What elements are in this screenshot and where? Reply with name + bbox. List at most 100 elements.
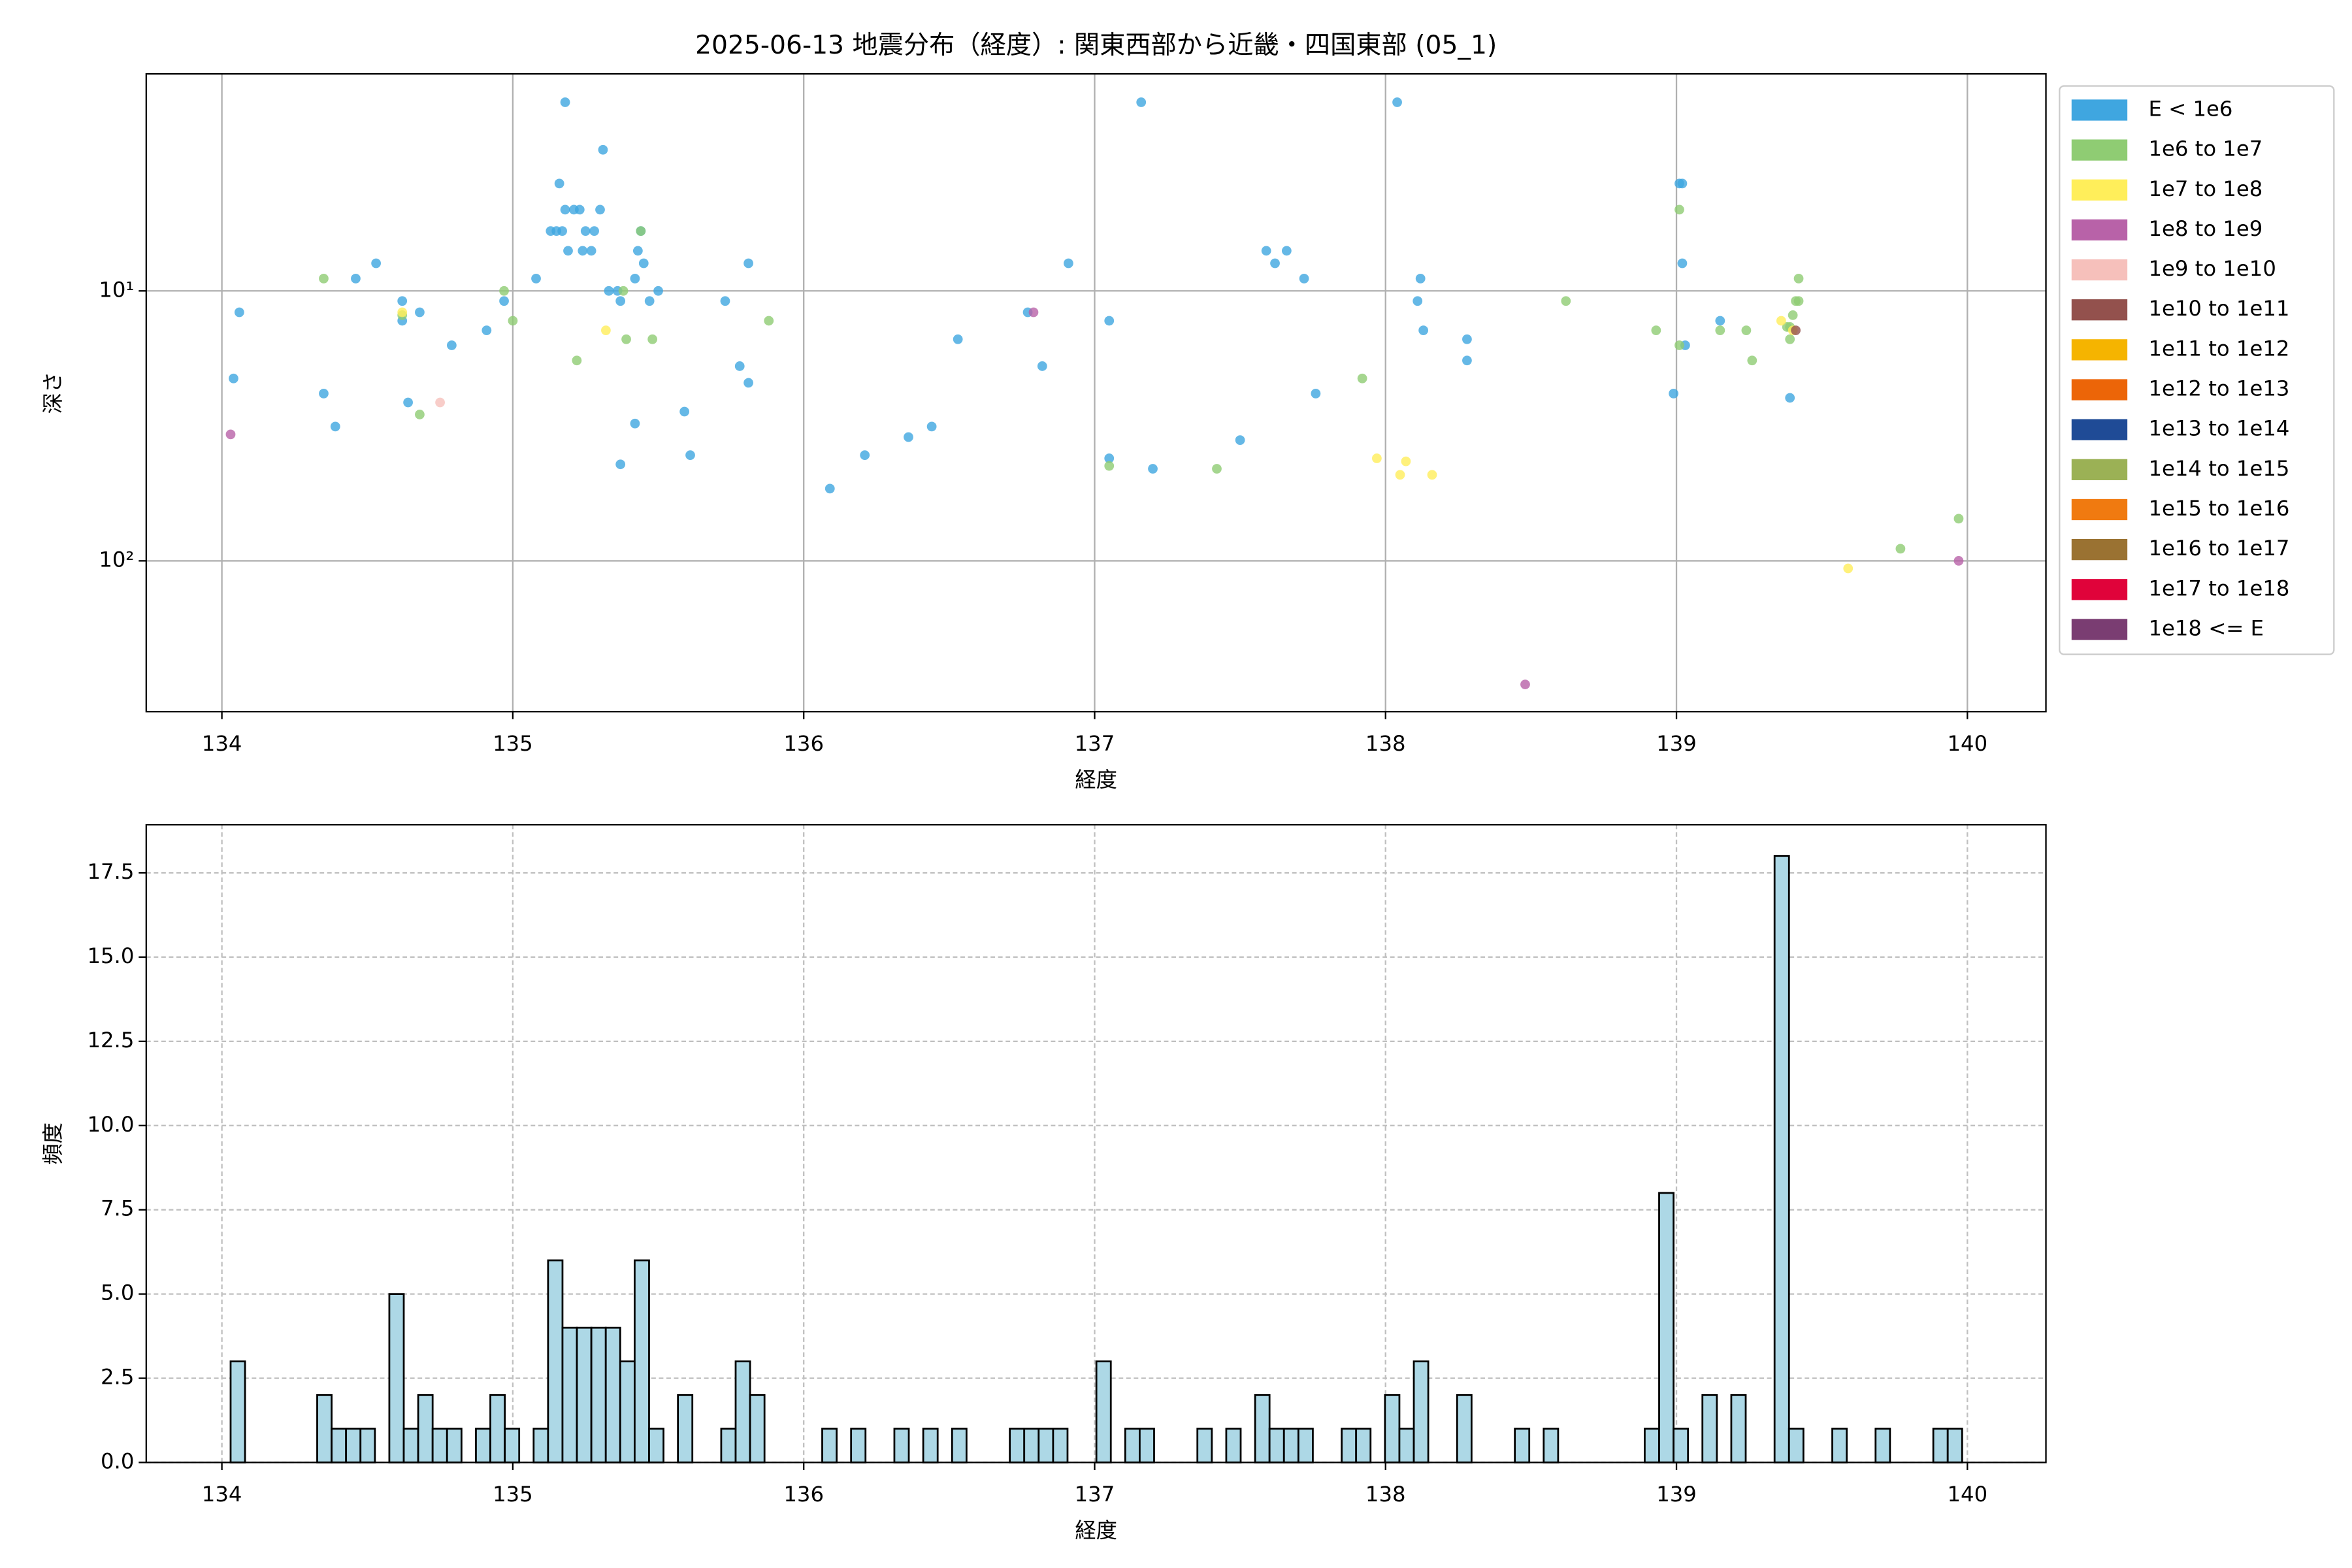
data-point bbox=[630, 418, 640, 429]
x-tick-label: 138 bbox=[1365, 1482, 1406, 1507]
x-axis-label: 経度 bbox=[1075, 767, 1117, 792]
data-point bbox=[1357, 373, 1367, 384]
x-axis-label: 経度 bbox=[1075, 1518, 1117, 1543]
bar bbox=[1932, 1428, 1949, 1463]
x-tick-label: 136 bbox=[783, 1482, 824, 1507]
bar bbox=[677, 1394, 694, 1463]
data-point bbox=[1793, 273, 1804, 284]
data-point bbox=[615, 296, 626, 306]
legend-label: 1e10 to 1e11 bbox=[2148, 296, 2289, 321]
bar bbox=[1543, 1428, 1560, 1463]
bar bbox=[1831, 1428, 1848, 1463]
data-point bbox=[560, 204, 570, 215]
bar bbox=[850, 1428, 867, 1463]
bar bbox=[1874, 1428, 1891, 1463]
legend-box bbox=[2059, 85, 2335, 655]
data-point bbox=[1715, 316, 1725, 326]
data-point bbox=[1104, 461, 1115, 471]
data-point bbox=[734, 361, 745, 371]
data-point bbox=[560, 97, 570, 107]
data-point bbox=[589, 226, 599, 237]
data-point bbox=[403, 397, 413, 408]
bar bbox=[1282, 1428, 1299, 1463]
data-point bbox=[618, 286, 629, 296]
bar bbox=[431, 1428, 448, 1463]
data-point bbox=[1037, 361, 1047, 371]
x-tick-label: 135 bbox=[493, 1482, 533, 1507]
data-point bbox=[644, 296, 655, 306]
data-point bbox=[743, 378, 753, 388]
bar bbox=[331, 1428, 348, 1463]
x-tick-label: 139 bbox=[1656, 1482, 1697, 1507]
y-tick-label: 0.0 bbox=[101, 1448, 134, 1473]
legend-label: 1e7 to 1e8 bbox=[2148, 176, 2262, 201]
data-point bbox=[615, 459, 626, 470]
x-tick-label: 138 bbox=[1365, 731, 1406, 756]
bar bbox=[1341, 1428, 1358, 1463]
bar bbox=[1730, 1394, 1747, 1463]
data-point bbox=[546, 226, 556, 237]
data-point bbox=[1561, 296, 1571, 306]
data-point bbox=[1953, 556, 1964, 566]
bar bbox=[734, 1360, 751, 1463]
data-point bbox=[1791, 325, 1801, 336]
x-tick-label: 140 bbox=[1947, 1482, 1987, 1507]
legend-swatch bbox=[2071, 179, 2128, 201]
y-tick-label: 17.5 bbox=[87, 859, 134, 884]
y-tick-label: 10¹ bbox=[99, 277, 134, 302]
legend-swatch bbox=[2071, 419, 2128, 440]
bar bbox=[561, 1326, 578, 1463]
legend-label: 1e14 to 1e15 bbox=[2148, 456, 2289, 481]
bar bbox=[1413, 1360, 1429, 1463]
data-point bbox=[953, 334, 963, 344]
bar bbox=[504, 1428, 521, 1463]
data-point bbox=[415, 307, 425, 318]
bar bbox=[1139, 1428, 1155, 1463]
data-point bbox=[743, 258, 753, 269]
data-point bbox=[397, 307, 408, 318]
bar bbox=[446, 1428, 463, 1463]
data-point bbox=[1785, 393, 1795, 403]
bar bbox=[720, 1428, 737, 1463]
bar bbox=[489, 1394, 506, 1463]
bar bbox=[1023, 1428, 1040, 1463]
legend-label: 1e9 to 1e10 bbox=[2148, 256, 2276, 281]
data-point bbox=[499, 296, 509, 306]
data-point bbox=[330, 421, 340, 432]
data-point bbox=[415, 410, 425, 419]
data-point bbox=[653, 286, 663, 296]
data-point bbox=[1674, 204, 1684, 215]
data-point bbox=[1715, 325, 1725, 336]
data-point bbox=[1136, 97, 1147, 107]
data-point bbox=[1401, 456, 1411, 466]
y-tick-label: 5.0 bbox=[101, 1281, 134, 1305]
data-point bbox=[586, 246, 596, 256]
data-point bbox=[1418, 325, 1429, 336]
bar bbox=[532, 1428, 549, 1463]
bar bbox=[648, 1428, 664, 1463]
legend-label: 1e17 to 1e18 bbox=[2148, 576, 2289, 600]
data-point bbox=[435, 397, 445, 408]
bar bbox=[1037, 1428, 1054, 1463]
legend-label: 1e16 to 1e17 bbox=[2148, 536, 2289, 561]
y-tick-label: 10.0 bbox=[87, 1112, 134, 1137]
legend-label: 1e13 to 1e14 bbox=[2148, 416, 2289, 441]
bar bbox=[1514, 1428, 1531, 1463]
data-point bbox=[860, 450, 870, 461]
data-point bbox=[531, 273, 541, 284]
bar bbox=[388, 1293, 405, 1463]
data-point bbox=[397, 296, 408, 306]
bar bbox=[1456, 1394, 1473, 1463]
chart-title: 2025-06-13 地震分布（経度）: 関東西部から近畿・四国東部 (05_1… bbox=[695, 31, 1497, 60]
y-tick-label: 12.5 bbox=[87, 1028, 134, 1053]
data-point bbox=[1953, 514, 1964, 524]
data-point bbox=[482, 325, 492, 336]
x-tick-label: 135 bbox=[493, 731, 533, 756]
bar bbox=[1773, 855, 1790, 1463]
data-point bbox=[1104, 453, 1115, 463]
legend-label: 1e6 to 1e7 bbox=[2148, 137, 2262, 161]
bar bbox=[402, 1428, 419, 1463]
legend-swatch bbox=[2071, 498, 2128, 521]
legend-label: 1e12 to 1e13 bbox=[2148, 376, 2289, 401]
